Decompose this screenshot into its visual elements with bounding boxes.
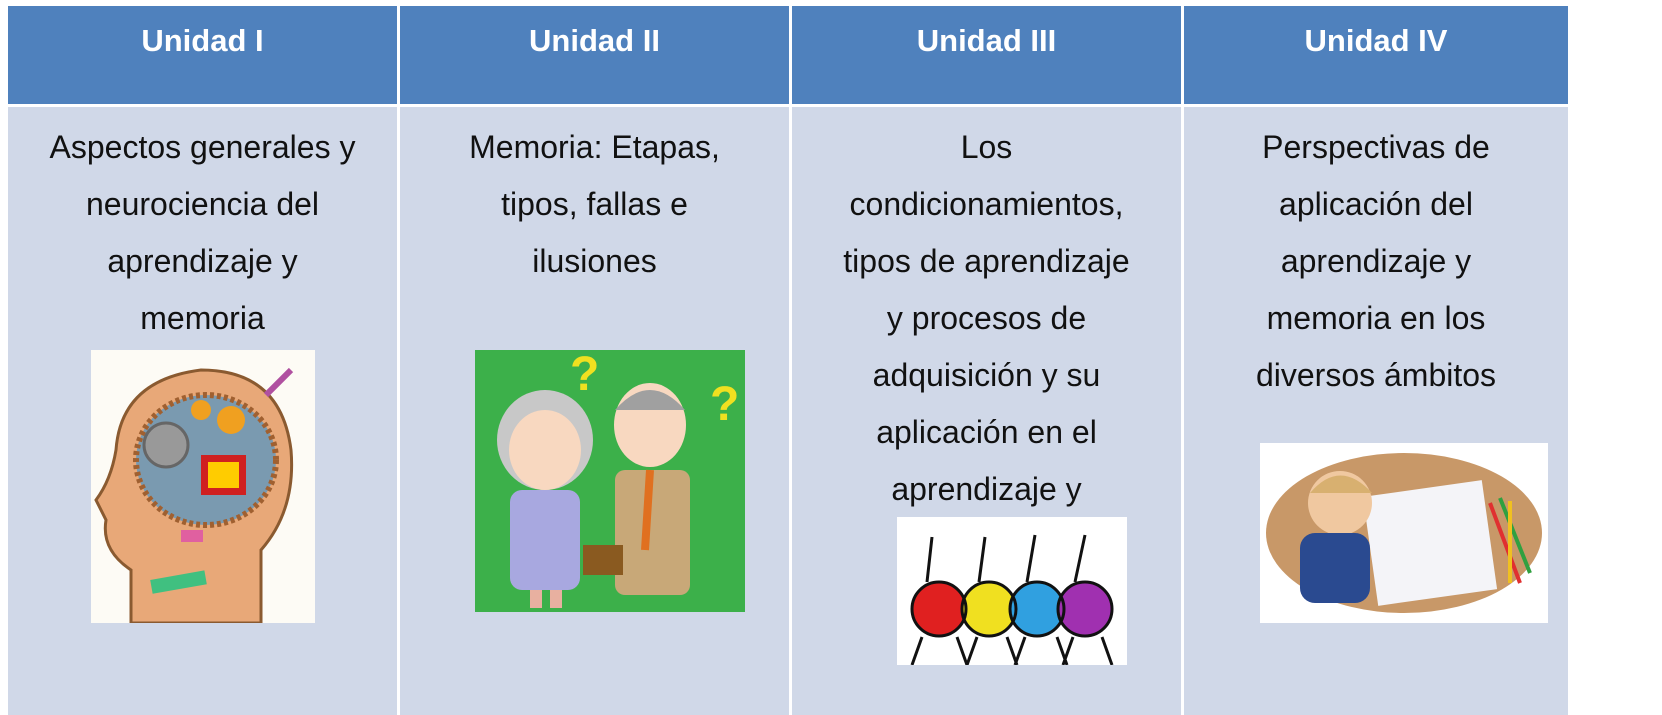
text-line: Memoria: Etapas, bbox=[469, 129, 720, 165]
cell-text: Perspectivas de aplicación del aprendizaje… bbox=[1184, 127, 1568, 412]
text-line: aplicación en el bbox=[876, 414, 1097, 450]
elderly-couple-illustration: ? ? bbox=[475, 350, 745, 612]
text-line: condicionamientos, bbox=[849, 186, 1124, 222]
cell-text: Aspectos generales y neurociencia del apre… bbox=[8, 127, 397, 355]
text-line: Aspectos generales y bbox=[49, 129, 356, 165]
header-cell: Unidad IV bbox=[1184, 6, 1568, 104]
text-line: aprendizaje y bbox=[107, 243, 298, 279]
text-line: neurociencia del bbox=[85, 186, 320, 222]
header-cell: Unidad II bbox=[400, 6, 789, 104]
svg-text:?: ? bbox=[710, 378, 739, 431]
text-line: adquisición y su bbox=[872, 357, 1101, 393]
text-line: memoria en los bbox=[1266, 300, 1486, 336]
brain-illustration bbox=[91, 350, 315, 623]
text-line: Perspectivas de bbox=[1262, 129, 1490, 165]
text-line: memoria bbox=[140, 300, 265, 336]
text-line: diversos ámbitos bbox=[1255, 357, 1497, 393]
text-line: ilusiones bbox=[532, 243, 657, 279]
cell-text: Memoria: Etapas, tipos, fallas e ilusiones bbox=[400, 127, 789, 298]
cell-text: Los condicionamientos, tipos de aprendizaj… bbox=[792, 127, 1181, 583]
body-cell: Perspectivas de aplicación del aprendizaje… bbox=[1184, 107, 1568, 715]
child-drawing-photo bbox=[1260, 443, 1548, 623]
text-line: tipos, fallas e bbox=[501, 186, 688, 222]
raised-hands-illustration bbox=[897, 517, 1127, 665]
svg-text:?: ? bbox=[570, 350, 599, 401]
text-line: tipos de aprendizaje bbox=[843, 243, 1130, 279]
header-cell: Unidad III bbox=[792, 6, 1181, 104]
text-line: y procesos de bbox=[886, 300, 1087, 336]
header-cell: Unidad I bbox=[8, 6, 397, 104]
text-line: aplicación del bbox=[1279, 186, 1473, 222]
text-line: aprendizaje y bbox=[891, 471, 1082, 507]
text-line: aprendizaje y bbox=[1280, 243, 1472, 279]
text-line: Los bbox=[960, 129, 1013, 165]
